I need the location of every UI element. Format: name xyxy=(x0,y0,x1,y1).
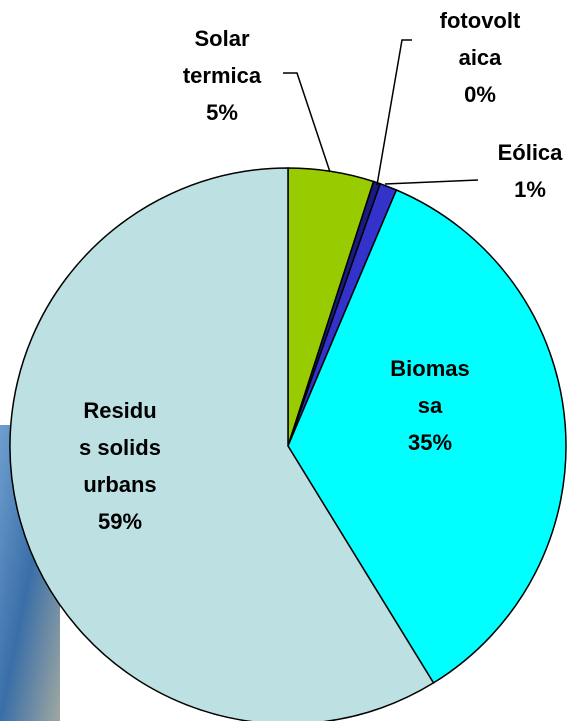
value-label: 5% xyxy=(206,100,238,125)
value-label: 35% xyxy=(407,430,453,455)
category-label: Biomas sa xyxy=(390,356,470,418)
leader-line xyxy=(283,72,331,173)
category-label: Residu s solids urbans xyxy=(79,398,161,497)
slice-label: Eólica 1% xyxy=(498,134,563,208)
value-label: 1% xyxy=(514,177,546,202)
value-label: 0% xyxy=(464,82,496,107)
pie-slice xyxy=(287,189,567,684)
value-label: 59% xyxy=(97,509,143,534)
leader-line xyxy=(384,179,479,185)
leader-line xyxy=(376,39,412,186)
slice-label: Residu s solids urbans 59% xyxy=(79,392,161,540)
category-label: Eólica xyxy=(497,140,563,165)
pie-slice xyxy=(9,167,435,721)
slice-label: fotovolt aica 0% xyxy=(440,2,521,113)
slice-label: Biomas sa 35% xyxy=(390,350,469,461)
category-label: Solar termica xyxy=(182,26,262,88)
slice-label: Solar termica 5% xyxy=(183,20,261,131)
category-label: fotovolt aica xyxy=(439,8,521,70)
